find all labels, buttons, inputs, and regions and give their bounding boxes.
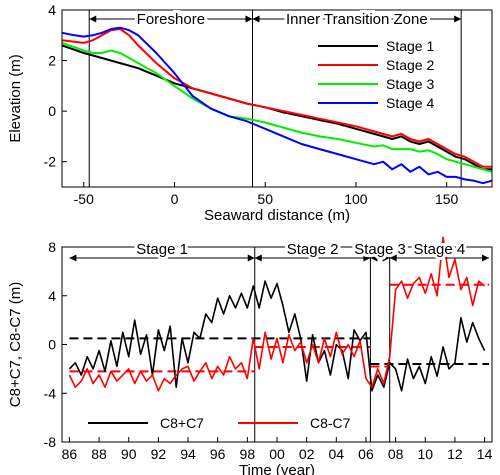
series-line-difference	[68, 236, 486, 392]
stage-annotations: Stage 1 Stage 2 Stage 3 Stage 4	[69, 238, 490, 262]
series-line-stage-3	[61, 41, 493, 173]
x-tick-label: 50	[257, 191, 273, 207]
y-tick-label: -4	[44, 385, 57, 401]
elevation-profile-panel: -50 0 50 100 150 -2 0 2 4 Foreshore Inner Transit…	[7, 2, 493, 224]
x-tick-label: 06	[358, 446, 374, 462]
y-tick-label: -8	[44, 434, 57, 450]
x-tick-label: 14	[477, 446, 493, 462]
series-line-stage-4	[61, 26, 493, 185]
zone-label: Inner Transition Zone	[286, 11, 428, 28]
panel1-x-axis-label: Seaward distance (m)	[204, 207, 350, 224]
x-tick-label: -50	[74, 191, 94, 207]
zone-arrow-1	[89, 15, 253, 23]
y-tick-label: -2	[44, 154, 57, 170]
x-tick-label: 98	[240, 446, 256, 462]
series-line-stage-1	[61, 44, 492, 171]
stage-arrow-4	[389, 254, 490, 262]
panel1-ticks: -50 0 50 100 150 -2 0 2 4	[44, 2, 459, 207]
x-tick-label: 88	[91, 446, 107, 462]
profile-legend: Stage 1 Stage 2 Stage 3 Stage 4	[318, 38, 434, 111]
x-tick-label: 10	[417, 446, 433, 462]
series-line-sum	[68, 280, 486, 392]
panel2-series	[68, 236, 490, 392]
x-tick-label: 86	[62, 446, 78, 462]
zone-arrow-2	[252, 15, 462, 23]
y-tick-label: 2	[48, 53, 56, 69]
legend-label: C8-C7	[310, 415, 351, 431]
panel1-frame	[61, 9, 493, 188]
panel2-y-axis-label: C8+C7, C8-C7 (m)	[7, 282, 24, 407]
timeseries-legend: C8+C7 C8-C7	[88, 415, 351, 431]
panel1-y-axis-label: Elevation (m)	[7, 54, 24, 142]
y-tick-label: 0	[48, 103, 56, 119]
y-tick-label: 8	[48, 239, 56, 255]
y-tick-label: 4	[48, 288, 56, 304]
x-tick-label: 100	[344, 191, 368, 207]
x-tick-label: 02	[299, 446, 315, 462]
x-tick-label: 90	[121, 446, 137, 462]
legend-label: Stage 3	[386, 76, 434, 92]
x-tick-label: 12	[447, 446, 463, 462]
x-tick-label: 04	[329, 446, 345, 462]
legend-label: C8+C7	[160, 415, 204, 431]
stage-arrow-1	[69, 254, 255, 262]
legend-label: Stage 4	[386, 95, 434, 111]
x-tick-label: 00	[269, 446, 285, 462]
zone-annotations: Foreshore Inner Transition Zone	[89, 8, 462, 31]
x-tick-label: 96	[210, 446, 226, 462]
x-tick-label: 94	[180, 446, 196, 462]
stage-label: Stage 2	[287, 241, 339, 258]
stage-arrow-2	[254, 254, 371, 262]
stage-label: Stage 1	[136, 241, 188, 258]
x-tick-label: 150	[435, 191, 459, 207]
panel1-series	[61, 26, 493, 185]
y-tick-label: 0	[48, 337, 56, 353]
stage-label: Stage 4	[414, 241, 466, 258]
zone-label: Foreshore	[137, 11, 205, 28]
stage-arrow-3	[370, 254, 390, 262]
legend-label: Stage 1	[386, 38, 434, 54]
panel2-x-axis-label: Time (year)	[239, 462, 315, 475]
stage-label: Stage 3	[354, 241, 406, 258]
x-tick-label: 0	[171, 191, 179, 207]
x-tick-label: 08	[388, 446, 404, 462]
y-tick-label: 4	[48, 2, 56, 18]
x-tick-label: 92	[151, 446, 167, 462]
legend-label: Stage 2	[386, 57, 434, 73]
series-line-stage-2	[61, 28, 492, 168]
